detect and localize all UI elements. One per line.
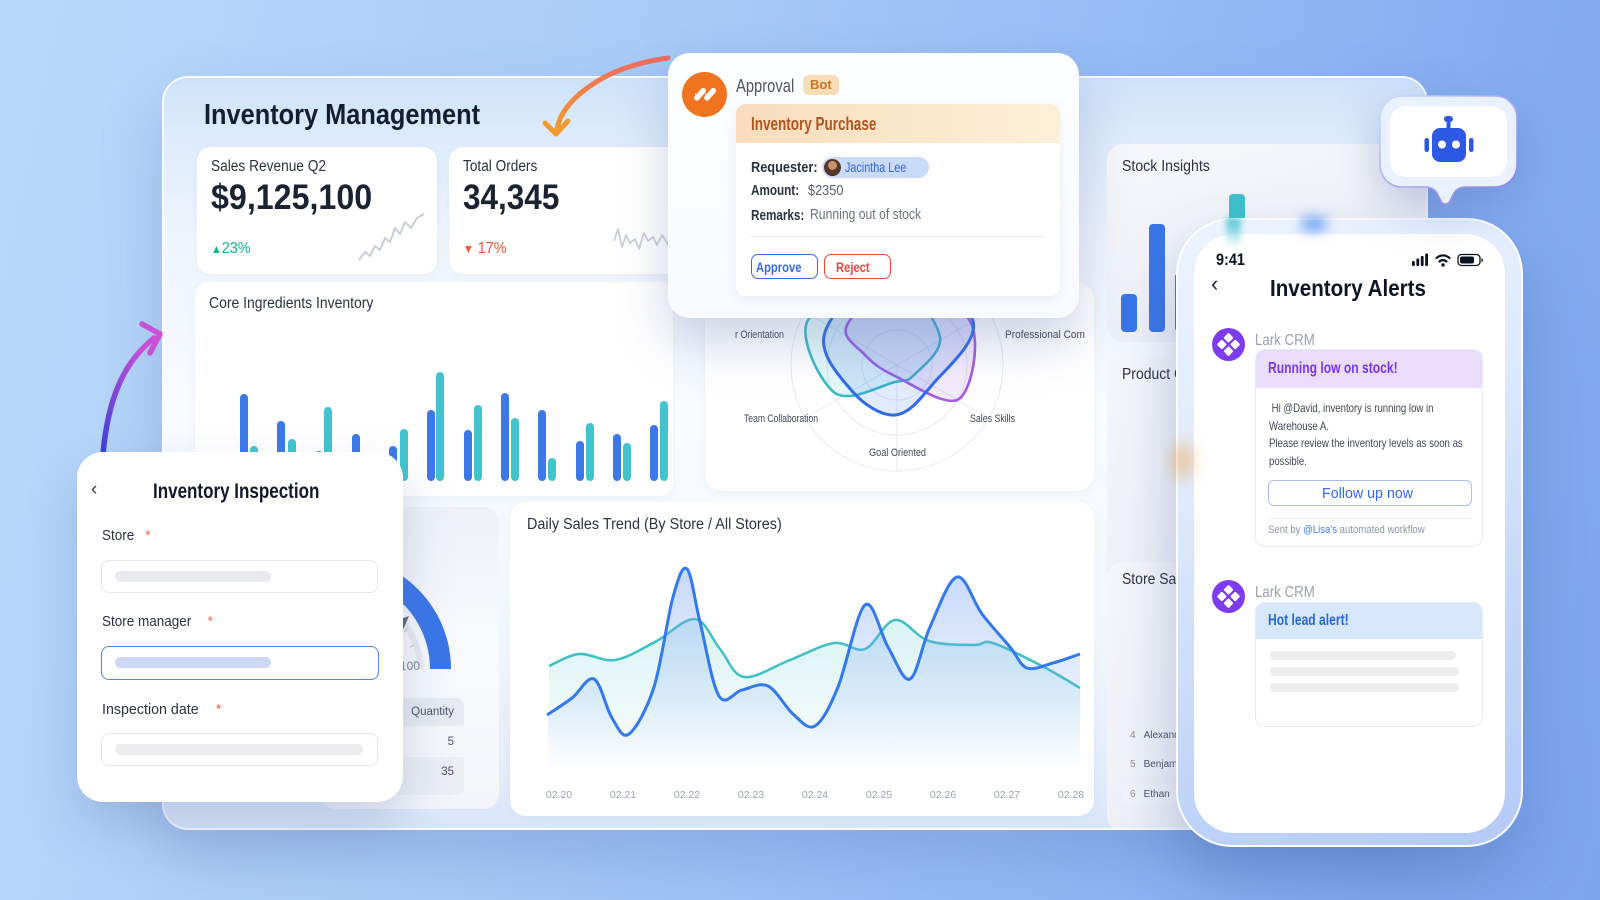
svg-text:02.24: 02.24	[802, 789, 828, 801]
svg-text:02.21: 02.21	[610, 789, 636, 801]
svg-text:02.23: 02.23	[738, 789, 764, 801]
svg-text:02.27: 02.27	[994, 789, 1020, 801]
svg-text:Goal Oriented: Goal Oriented	[869, 447, 926, 459]
svg-text:Professional Com: Professional Com	[1005, 329, 1085, 341]
svg-text:02.20: 02.20	[546, 789, 572, 801]
svg-text:Team Collaboration: Team Collaboration	[744, 413, 818, 425]
svg-text:02.22: 02.22	[674, 789, 700, 801]
svg-text:Sales Skills: Sales Skills	[970, 413, 1015, 425]
svg-text:r Orientation: r Orientation	[735, 329, 784, 341]
svg-text:02.25: 02.25	[866, 789, 892, 801]
svg-text:02.26: 02.26	[930, 789, 956, 801]
svg-text:02.28: 02.28	[1058, 789, 1084, 801]
